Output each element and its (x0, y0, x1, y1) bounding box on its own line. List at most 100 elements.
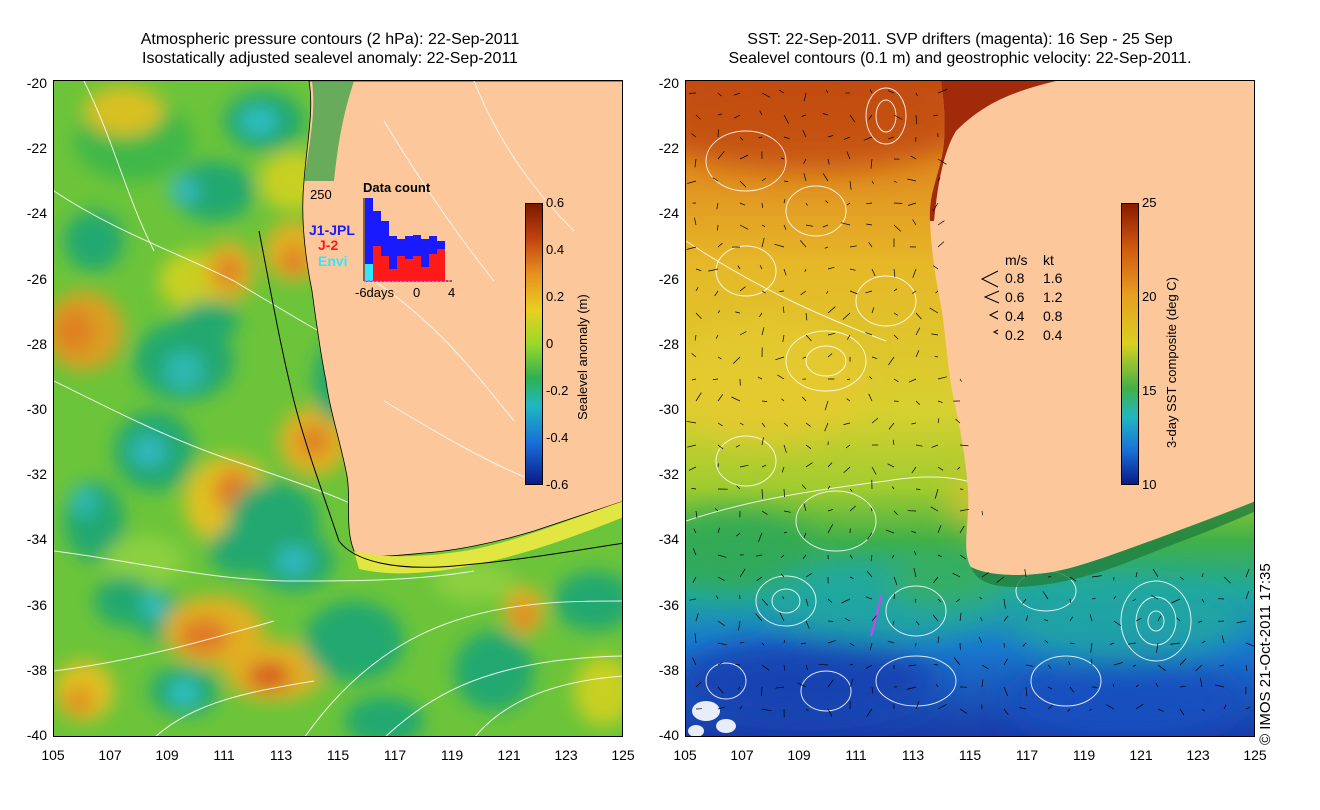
velocity-arrow (761, 437, 764, 446)
velocity-arrow (802, 356, 807, 359)
velocity-arrow (717, 620, 725, 626)
mission-label-j2: J-2 (318, 237, 339, 253)
velocity-arrow (1201, 573, 1204, 578)
velocity-arrow (1003, 615, 1009, 622)
velocity-arrow (846, 202, 851, 206)
velocity-arrow (783, 639, 786, 644)
velocity-arrow (915, 488, 921, 490)
velocity-arrow (937, 241, 945, 248)
velocity-arrow (761, 224, 766, 228)
velocity-arrow (912, 290, 917, 294)
velocity-arrow (893, 224, 902, 232)
velocity-arrow (822, 173, 829, 182)
velocity-arrow (783, 136, 790, 140)
velocity-arrow (803, 173, 807, 182)
velocity-arrow (797, 682, 807, 688)
velocity-arrow (929, 307, 939, 314)
velocity-arrow (1113, 620, 1122, 627)
velocity-arrow (686, 420, 697, 424)
velocity-arrow (1127, 642, 1137, 645)
velocity-arrow (759, 312, 763, 317)
velocity-arrow (715, 334, 719, 339)
velocity-arrow (805, 573, 812, 578)
data-count-x-zero: 0 (413, 285, 421, 300)
velocity-arrow (868, 114, 873, 120)
velocity-arrow (827, 620, 834, 623)
velocity-arrow (1069, 686, 1075, 693)
velocity-arrow (818, 663, 829, 666)
velocity-arrow (915, 312, 922, 320)
velocity-arrow (781, 398, 785, 402)
velocity-arrow (931, 333, 939, 336)
australia-land-sst (929, 81, 1254, 575)
sealevel-colorbar-tick: 0 (546, 336, 554, 351)
velocity-arrow (865, 332, 873, 336)
velocity-arrow (892, 439, 895, 446)
velocity-arrow (996, 576, 1005, 583)
velocity-arrow (849, 505, 856, 512)
velocity-arrow (937, 220, 945, 226)
velocity-arrow (761, 708, 772, 712)
velocity-arrow (737, 265, 741, 270)
velocity-arrow (1152, 568, 1159, 578)
velocity-arrow (1044, 640, 1049, 644)
velocity-arrow (717, 527, 720, 534)
velocity-arrow (691, 133, 697, 138)
velocity-arrow (952, 572, 961, 578)
velocity-arrow (826, 290, 829, 294)
velocity-arrow (827, 266, 835, 270)
velocity-arrow (708, 268, 719, 272)
velocity-arrow (888, 422, 895, 430)
velocity-row-4-ms: 0.2 (1005, 327, 1025, 343)
velocity-arrow (739, 136, 744, 141)
longitude-tick-label: 109 (787, 747, 811, 763)
velocity-arrow (695, 510, 698, 518)
velocity-arrow (866, 223, 873, 226)
velocity-arrow (934, 488, 939, 499)
velocity-arrow (849, 114, 856, 123)
sst-field (686, 81, 1246, 736)
velocity-arrow (1019, 707, 1027, 710)
sealevel-colorbar-label: Sealevel anomaly (m) (575, 294, 590, 420)
velocity-arrow (1199, 677, 1203, 688)
right-panel-title: SST: 22-Sep-2011. SVP drifters (magenta)… (650, 30, 1270, 68)
velocity-arrow (801, 396, 807, 402)
velocity-arrow (805, 444, 812, 449)
velocity-arrow (805, 462, 813, 468)
velocity-arrow (937, 636, 940, 644)
sealevel-colorbar-tick: -0.4 (546, 430, 569, 445)
velocity-arrow (910, 155, 917, 160)
velocity-arrow (849, 268, 856, 271)
velocity-arrow (803, 92, 807, 102)
velocity-arrow (691, 378, 697, 381)
velocity-arrow (865, 596, 873, 600)
velocity-arrow (758, 532, 763, 542)
sealevel-colorbar-tick: -0.6 (546, 477, 569, 492)
anomaly-field (54, 86, 622, 736)
velocity-arrow (694, 334, 697, 341)
velocity-arrow (780, 554, 785, 559)
velocity-arrow (866, 708, 873, 717)
velocity-arrow (1245, 568, 1250, 578)
velocity-arrow (761, 202, 763, 209)
velocity-arrow (712, 378, 719, 380)
velocity-arrow (981, 679, 984, 688)
velocity-arrow (803, 532, 807, 538)
velocity-arrow (714, 290, 719, 297)
velocity-arrow (931, 444, 939, 448)
velocity-arrow (1179, 685, 1186, 688)
velocity-arrow (755, 554, 763, 557)
longitude-tick-label: 111 (845, 747, 867, 763)
velocity-arrow (871, 356, 878, 360)
velocity-arrow (1025, 615, 1029, 622)
sealevel-anomaly-map (53, 80, 623, 737)
velocity-arrow (783, 268, 787, 276)
velocity-arrow (893, 593, 895, 600)
latitude-tick-label: -36 (658, 596, 679, 613)
longitude-tick-label: 109 (155, 747, 179, 763)
velocity-arrow (959, 525, 965, 534)
velocity-arrow (937, 598, 942, 603)
data-count-ymax: 250 (310, 187, 332, 202)
longitude-tick-label: 117 (383, 747, 407, 763)
velocity-arrow (1069, 642, 1075, 645)
